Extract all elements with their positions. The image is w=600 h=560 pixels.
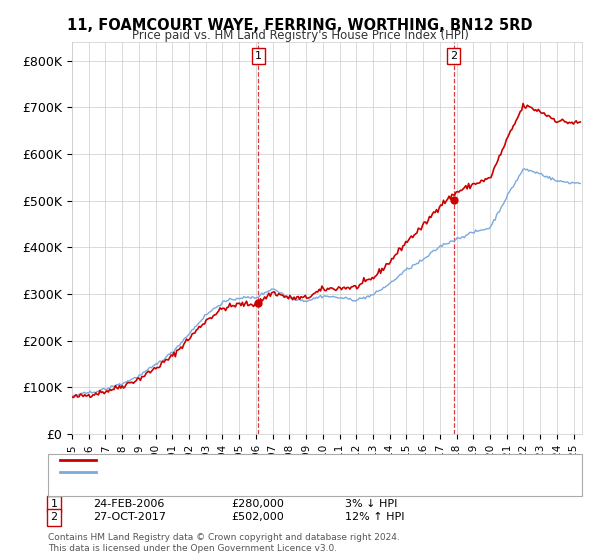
Text: £502,000: £502,000 [231, 512, 284, 522]
Text: 1: 1 [50, 499, 58, 509]
Text: 11, FOAMCOURT WAYE, FERRING, WORTHING, BN12 5RD: 11, FOAMCOURT WAYE, FERRING, WORTHING, B… [67, 18, 533, 33]
Text: 2: 2 [450, 51, 457, 61]
Text: 1: 1 [255, 51, 262, 61]
Text: Price paid vs. HM Land Registry's House Price Index (HPI): Price paid vs. HM Land Registry's House … [131, 29, 469, 42]
Text: 24-FEB-2006: 24-FEB-2006 [93, 499, 164, 509]
Text: 12% ↑ HPI: 12% ↑ HPI [345, 512, 404, 522]
Text: HPI: Average price, detached house, Arun: HPI: Average price, detached house, Arun [102, 466, 320, 477]
Text: 11, FOAMCOURT WAYE, FERRING, WORTHING, BN12 5RD (detached house): 11, FOAMCOURT WAYE, FERRING, WORTHING, B… [102, 455, 491, 465]
Text: 3% ↓ HPI: 3% ↓ HPI [345, 499, 397, 509]
Text: 2: 2 [50, 512, 58, 522]
Text: Contains HM Land Registry data © Crown copyright and database right 2024.
This d: Contains HM Land Registry data © Crown c… [48, 533, 400, 553]
Text: 27-OCT-2017: 27-OCT-2017 [93, 512, 166, 522]
Text: £280,000: £280,000 [231, 499, 284, 509]
